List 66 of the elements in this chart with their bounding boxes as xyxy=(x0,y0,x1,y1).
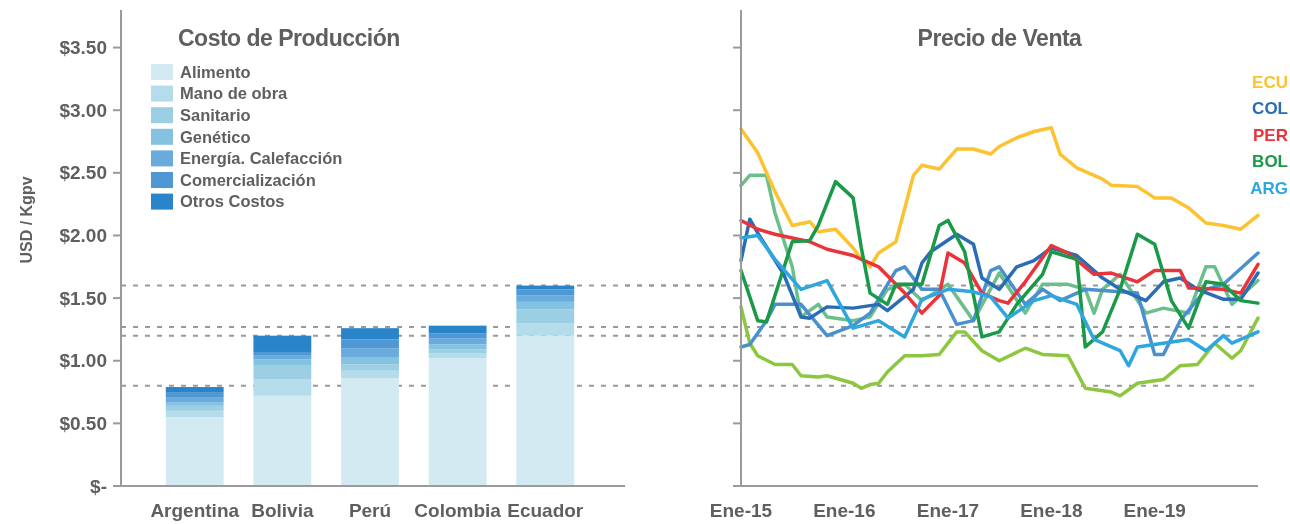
text: BOL xyxy=(1252,152,1288,172)
bar xyxy=(428,358,487,486)
bar xyxy=(253,365,312,380)
legend-label: Genético xyxy=(180,127,251,146)
bar xyxy=(253,351,312,356)
bar xyxy=(516,309,575,324)
bar xyxy=(428,325,487,334)
bar xyxy=(165,402,224,406)
bar xyxy=(165,417,224,486)
legend-label: Otros Costos xyxy=(180,192,285,211)
bar xyxy=(341,348,399,357)
bar xyxy=(165,392,224,398)
bar xyxy=(341,364,399,371)
legend-label: Alimento xyxy=(180,62,251,81)
bar xyxy=(165,387,224,393)
x-tick-label: Ene-18 xyxy=(1020,500,1083,521)
bar xyxy=(516,295,575,302)
x-tick-label: Ene-16 xyxy=(813,500,876,521)
bar xyxy=(253,395,312,486)
x-tick-label: Ecuador xyxy=(507,500,584,521)
x-tick-label: Ene-15 xyxy=(709,500,773,521)
text: Costo de Producción xyxy=(178,25,400,51)
x-tick-label: Ene-19 xyxy=(1123,500,1186,521)
y-tick-label: $3.50 xyxy=(59,37,107,59)
legend-label: Energía. Calefacción xyxy=(180,149,343,168)
bar xyxy=(428,349,487,354)
bar xyxy=(165,405,224,411)
y-tick-label: $3.00 xyxy=(59,99,107,121)
bar xyxy=(253,379,312,396)
bar xyxy=(428,338,487,345)
legend-label: Sanitario xyxy=(180,105,251,124)
text: Precio de Venta xyxy=(917,25,1083,51)
x-tick-label: Argentina xyxy=(150,500,240,521)
bar xyxy=(165,410,224,418)
bar xyxy=(253,359,312,366)
y-tick-label: $- xyxy=(90,475,107,497)
text: PER xyxy=(1253,125,1288,145)
bar xyxy=(165,397,224,403)
bar xyxy=(516,335,575,486)
x-tick-label: Ene-17 xyxy=(916,500,980,521)
text: ECU xyxy=(1252,72,1288,92)
y-tick-label: $1.00 xyxy=(59,350,107,372)
legend-label: Mano de obra xyxy=(180,84,289,103)
bar xyxy=(516,301,575,310)
y-axis-title: USD / Kgpv xyxy=(18,176,35,264)
x-tick-label: Perú xyxy=(348,500,392,521)
bar xyxy=(516,323,575,336)
y-tick-label: $2.50 xyxy=(59,162,107,184)
legend-label: Comercialización xyxy=(180,170,316,189)
text: ARG xyxy=(1250,178,1288,198)
bar xyxy=(341,378,399,486)
bar xyxy=(341,356,399,365)
bar xyxy=(428,333,487,339)
bar xyxy=(516,289,575,296)
text: COL xyxy=(1252,99,1288,119)
bar xyxy=(253,335,312,352)
x-tick-label: Colombia xyxy=(414,500,502,521)
y-tick-label: $1.50 xyxy=(59,287,107,309)
y-tick-label: $2.00 xyxy=(59,225,107,247)
bar xyxy=(428,344,487,350)
bar xyxy=(341,370,399,379)
bar xyxy=(341,328,399,340)
y-tick-label: $0.50 xyxy=(59,413,107,435)
bar xyxy=(428,353,487,359)
bar xyxy=(341,339,399,349)
x-tick-label: Bolivia xyxy=(251,500,314,521)
